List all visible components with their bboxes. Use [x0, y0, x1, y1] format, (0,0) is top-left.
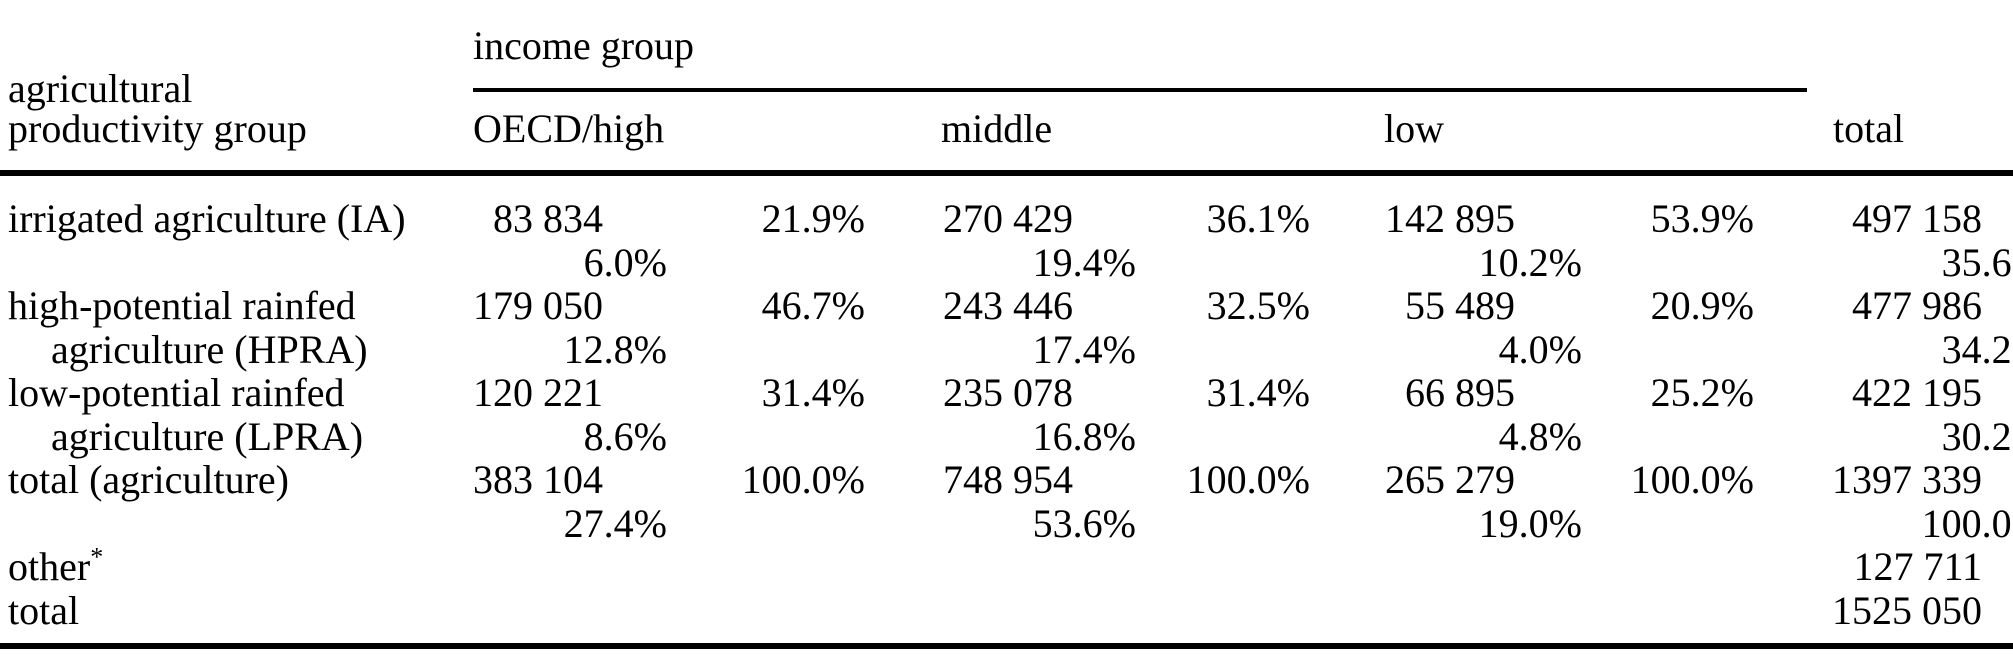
- row-header-label-line1: agricultural: [8, 66, 193, 111]
- income-group-header: income group: [473, 23, 695, 68]
- row-label: high-potential rainfed: [8, 283, 356, 328]
- low-count: 265 279: [1385, 457, 1515, 502]
- other-label-text: other: [8, 544, 91, 589]
- table-row-pct-line: 27.4% 53.6% 19.0% 100.0%: [0, 502, 2013, 546]
- oecd-col-pct: 6.0%: [583, 240, 667, 285]
- total-count: 477 986: [1852, 283, 1982, 328]
- header-separator-rule: [0, 170, 2013, 176]
- table-row: high-potential rainfed 179 050 46.7% 243…: [0, 284, 2013, 328]
- total-col-pct: 30.2%: [1941, 414, 2013, 459]
- oecd-col-pct: 12.8%: [563, 327, 667, 372]
- row-label-other: other*: [8, 542, 104, 589]
- oecd-count: 120 221: [473, 370, 603, 415]
- total-count: 1525 050: [1832, 588, 1982, 633]
- oecd-count: 383 104: [473, 457, 603, 502]
- low-count: 142 895: [1385, 196, 1515, 241]
- table-row: total (agriculture) 383 104 100.0% 748 9…: [0, 458, 2013, 502]
- income-group-underline: [473, 88, 1807, 92]
- oecd-col-pct: 8.6%: [583, 414, 667, 459]
- row-header-label-line2: productivity group: [8, 106, 307, 151]
- low-row-pct: 53.9%: [1650, 196, 1754, 241]
- oecd-count: 83 834: [493, 196, 603, 241]
- middle-row-pct: 36.1%: [1206, 196, 1310, 241]
- middle-row-pct: 31.4%: [1206, 370, 1310, 415]
- row-label-continued: agriculture (HPRA): [51, 327, 368, 372]
- table-row: low-potential rainfed 120 221 31.4% 235 …: [0, 371, 2013, 415]
- middle-count: 243 446: [943, 283, 1073, 328]
- col-header-total: total: [1833, 106, 1905, 151]
- table-row: irrigated agriculture (IA) 83 834 21.9% …: [0, 197, 2013, 241]
- table-row-other: other* 127 711: [0, 542, 2013, 589]
- low-col-pct: 4.0%: [1498, 327, 1582, 372]
- middle-col-pct: 17.4%: [1032, 327, 1136, 372]
- middle-col-pct: 19.4%: [1032, 240, 1136, 285]
- middle-count: 270 429: [943, 196, 1073, 241]
- oecd-col-pct: 27.4%: [563, 501, 667, 546]
- middle-count: 235 078: [943, 370, 1073, 415]
- total-count: 127 711: [1853, 544, 1982, 589]
- table-row-pct-line: 6.0% 19.4% 10.2% 35.6%: [0, 241, 2013, 285]
- middle-count: 748 954: [943, 457, 1073, 502]
- low-col-pct: 19.0%: [1478, 501, 1582, 546]
- low-col-pct: 4.8%: [1498, 414, 1582, 459]
- total-col-pct: 100.0%: [1921, 501, 2013, 546]
- total-count: 1397 339: [1832, 457, 1982, 502]
- oecd-row-pct: 100.0%: [741, 457, 865, 502]
- row-header-line1: agricultural: [0, 67, 2013, 111]
- table-row-pct-line: agriculture (HPRA) 12.8% 17.4% 4.0% 34.2…: [0, 328, 2013, 372]
- low-col-pct: 10.2%: [1478, 240, 1582, 285]
- row-label-continued: agriculture (LPRA): [51, 414, 364, 459]
- oecd-row-pct: 46.7%: [761, 283, 865, 328]
- oecd-row-pct: 31.4%: [761, 370, 865, 415]
- col-header-low: low: [1384, 106, 1444, 151]
- total-col-pct: 35.6%: [1941, 240, 2013, 285]
- total-count: 422 195: [1852, 370, 1982, 415]
- row-label: total: [8, 588, 80, 633]
- row-label: low-potential rainfed: [8, 370, 345, 415]
- oecd-row-pct: 21.9%: [761, 196, 865, 241]
- footnote-asterisk: *: [90, 542, 104, 572]
- low-row-pct: 20.9%: [1650, 283, 1754, 328]
- row-label: total (agriculture): [8, 457, 289, 502]
- row-label: irrigated agriculture (IA): [8, 196, 406, 241]
- oecd-count: 179 050: [473, 283, 603, 328]
- income-group-header-row: income group: [0, 24, 2013, 68]
- column-header-row: productivity group OECD/high middle low …: [0, 107, 2013, 151]
- table-row-pct-line: agriculture (LPRA) 8.6% 16.8% 4.8% 30.2%: [0, 415, 2013, 459]
- low-row-pct: 100.0%: [1630, 457, 1754, 502]
- total-count: 497 158: [1852, 196, 1982, 241]
- middle-row-pct: 100.0%: [1186, 457, 1310, 502]
- middle-col-pct: 16.8%: [1032, 414, 1136, 459]
- col-header-oecd: OECD/high: [473, 106, 665, 151]
- bottom-rule: [0, 643, 2013, 649]
- low-count: 55 489: [1405, 283, 1515, 328]
- middle-col-pct: 53.6%: [1032, 501, 1136, 546]
- middle-row-pct: 32.5%: [1206, 283, 1310, 328]
- total-col-pct: 34.2%: [1941, 327, 2013, 372]
- col-header-middle: middle: [941, 106, 1053, 151]
- low-row-pct: 25.2%: [1650, 370, 1754, 415]
- table-row-grand-total: total 1525 050: [0, 589, 2013, 633]
- low-count: 66 895: [1405, 370, 1515, 415]
